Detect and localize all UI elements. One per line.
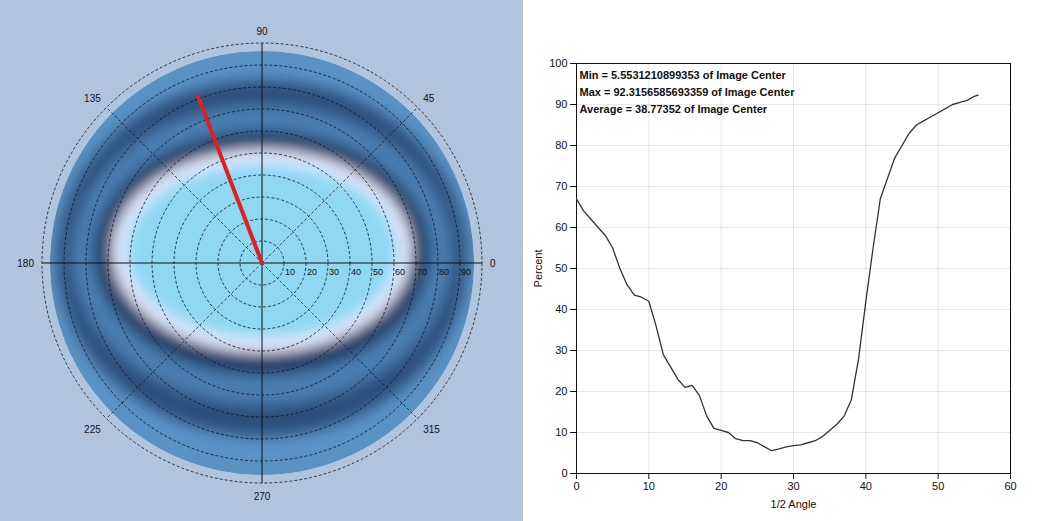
svg-text:60: 60 <box>1004 480 1016 492</box>
svg-text:70: 70 <box>417 267 427 277</box>
svg-text:90: 90 <box>256 26 268 37</box>
svg-text:30: 30 <box>329 267 339 277</box>
svg-text:315: 315 <box>423 424 440 435</box>
svg-text:40: 40 <box>351 267 361 277</box>
svg-text:0: 0 <box>573 480 579 492</box>
svg-text:60: 60 <box>395 267 405 277</box>
svg-text:60: 60 <box>555 221 567 233</box>
svg-text:20: 20 <box>715 480 727 492</box>
svg-text:20: 20 <box>555 385 567 397</box>
svg-text:Percent: Percent <box>532 250 544 288</box>
svg-text:10: 10 <box>555 426 567 438</box>
svg-text:80: 80 <box>555 139 567 151</box>
svg-text:0: 0 <box>490 258 496 269</box>
svg-text:0: 0 <box>561 467 567 479</box>
svg-text:180: 180 <box>17 258 34 269</box>
svg-text:270: 270 <box>254 491 271 502</box>
svg-text:45: 45 <box>423 93 435 104</box>
svg-text:50: 50 <box>555 262 567 274</box>
svg-text:50: 50 <box>373 267 383 277</box>
svg-text:100: 100 <box>549 57 567 69</box>
svg-text:30: 30 <box>787 480 799 492</box>
svg-text:90: 90 <box>461 267 471 277</box>
svg-text:90: 90 <box>555 98 567 110</box>
svg-text:10: 10 <box>643 480 655 492</box>
svg-text:10: 10 <box>285 267 295 277</box>
svg-text:40: 40 <box>860 480 872 492</box>
svg-text:80: 80 <box>439 267 449 277</box>
svg-text:Min = 5.5531210899353 of Image: Min = 5.5531210899353 of Image CenterMax… <box>580 69 796 115</box>
svg-text:1/2 Angle: 1/2 Angle <box>771 498 817 510</box>
svg-text:50: 50 <box>932 480 944 492</box>
svg-text:225: 225 <box>84 424 101 435</box>
svg-text:135: 135 <box>84 93 101 104</box>
svg-text:70: 70 <box>555 180 567 192</box>
svg-text:40: 40 <box>555 303 567 315</box>
svg-text:20: 20 <box>307 267 317 277</box>
svg-text:30: 30 <box>555 344 567 356</box>
